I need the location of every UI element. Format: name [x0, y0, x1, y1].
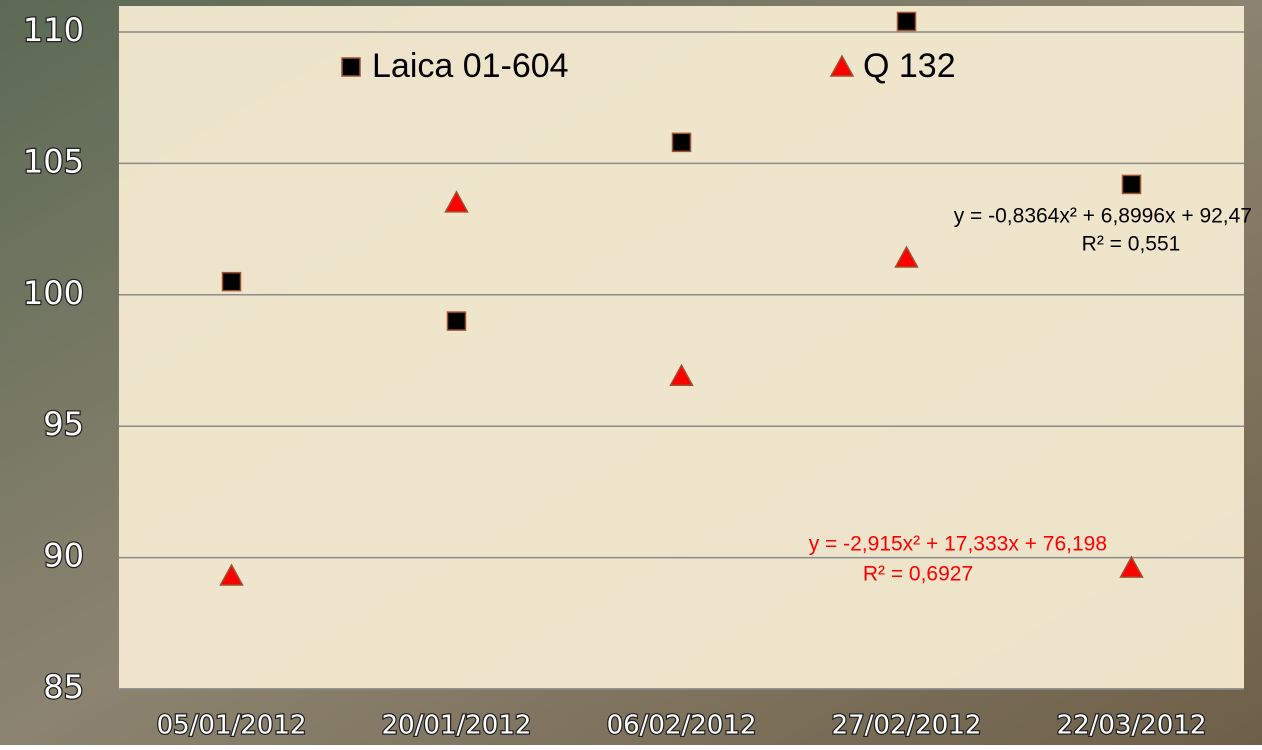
y-tick-label: 90: [43, 537, 84, 575]
legend-item: Laica 01-604: [341, 47, 569, 85]
point: [446, 311, 467, 331]
trendline-r2: R² = 0,551: [1082, 233, 1181, 256]
legend-label: Q 132: [863, 47, 956, 85]
point: [669, 363, 694, 387]
legend-item: Q 132: [829, 47, 956, 85]
point: [221, 271, 242, 292]
point: [1121, 174, 1142, 195]
legend-marker: [829, 54, 855, 77]
y-tick-label: 100: [23, 274, 84, 312]
legend-marker: [341, 57, 361, 77]
plot-area: [119, 6, 1244, 689]
trendline-equation: y = -2,915x² + 17,333x + 76,198: [809, 533, 1107, 556]
trendline-r2: R² = 0,6927: [863, 563, 973, 586]
x-tick-label: 05/01/2012: [157, 711, 307, 741]
point: [894, 245, 919, 268]
x-tick-label: 20/01/2012: [382, 711, 532, 741]
trendline-equation: y = -0,8364x² + 6,8996x + 92,47: [954, 205, 1252, 228]
x-tick-label: 27/02/2012: [832, 711, 982, 741]
y-tick-label: 110: [23, 11, 84, 49]
point: [444, 190, 469, 213]
x-tick-label: 06/02/2012: [607, 711, 757, 741]
point: [671, 132, 692, 153]
point: [1119, 555, 1144, 578]
point: [219, 563, 244, 586]
point: [896, 11, 917, 32]
y-tick-label: 105: [23, 142, 84, 180]
y-tick-label: 85: [43, 668, 84, 706]
x-tick-label: 22/03/2012: [1057, 711, 1207, 741]
legend-label: Laica 01-604: [372, 47, 569, 85]
y-tick-label: 95: [43, 405, 84, 443]
